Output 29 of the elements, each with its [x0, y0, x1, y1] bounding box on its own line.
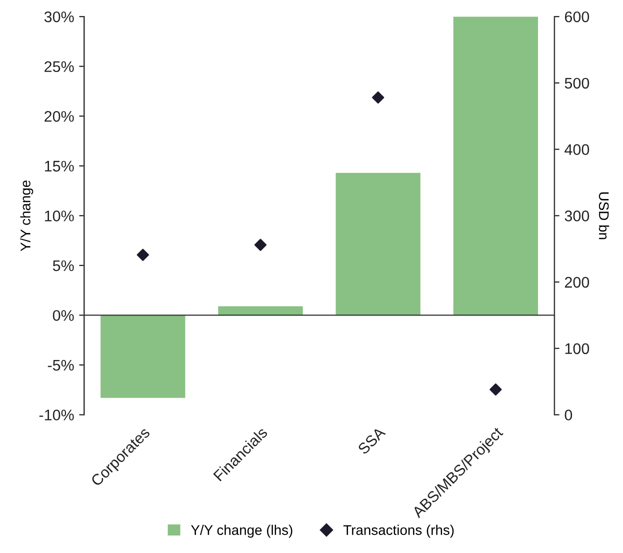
y2-tick-label: 300: [564, 210, 590, 222]
bar: [453, 16, 538, 316]
y2-tick-label: 200: [564, 276, 590, 288]
bar: [100, 315, 186, 398]
point: [136, 248, 149, 261]
x-tick-label: SSA: [357, 426, 386, 455]
point: [254, 238, 267, 251]
y-axis-title: Y/Y change: [20, 180, 34, 252]
point: [372, 91, 384, 104]
y-tick-label: 15%: [44, 160, 74, 172]
y2-tick-label: 600: [564, 11, 590, 22]
y-tick-label: 10%: [44, 210, 74, 222]
y-tick-label: -10%: [39, 410, 74, 420]
y2-tick-label: 400: [564, 144, 590, 155]
y2-tick-label: 100: [565, 343, 590, 354]
bar: [218, 306, 303, 316]
y2-axis-title: USD bn: [598, 192, 610, 240]
y-tick-label: 5%: [52, 260, 74, 272]
y-tick-label: 20%: [44, 111, 74, 122]
y-tick-label: 0%: [52, 310, 74, 321]
legend-label: Y/Y change (lhs): [191, 524, 292, 538]
bar: [336, 172, 420, 316]
point: [490, 383, 502, 396]
y2-tick-label: 0: [564, 410, 572, 420]
legend-label: Transactions (rhs): [343, 524, 454, 538]
y-tick-label: 25%: [44, 61, 74, 72]
y2-tick-label: 500: [564, 78, 590, 89]
y-tick-label: 30%: [44, 11, 74, 22]
y-tick-label: -5%: [48, 360, 74, 371]
